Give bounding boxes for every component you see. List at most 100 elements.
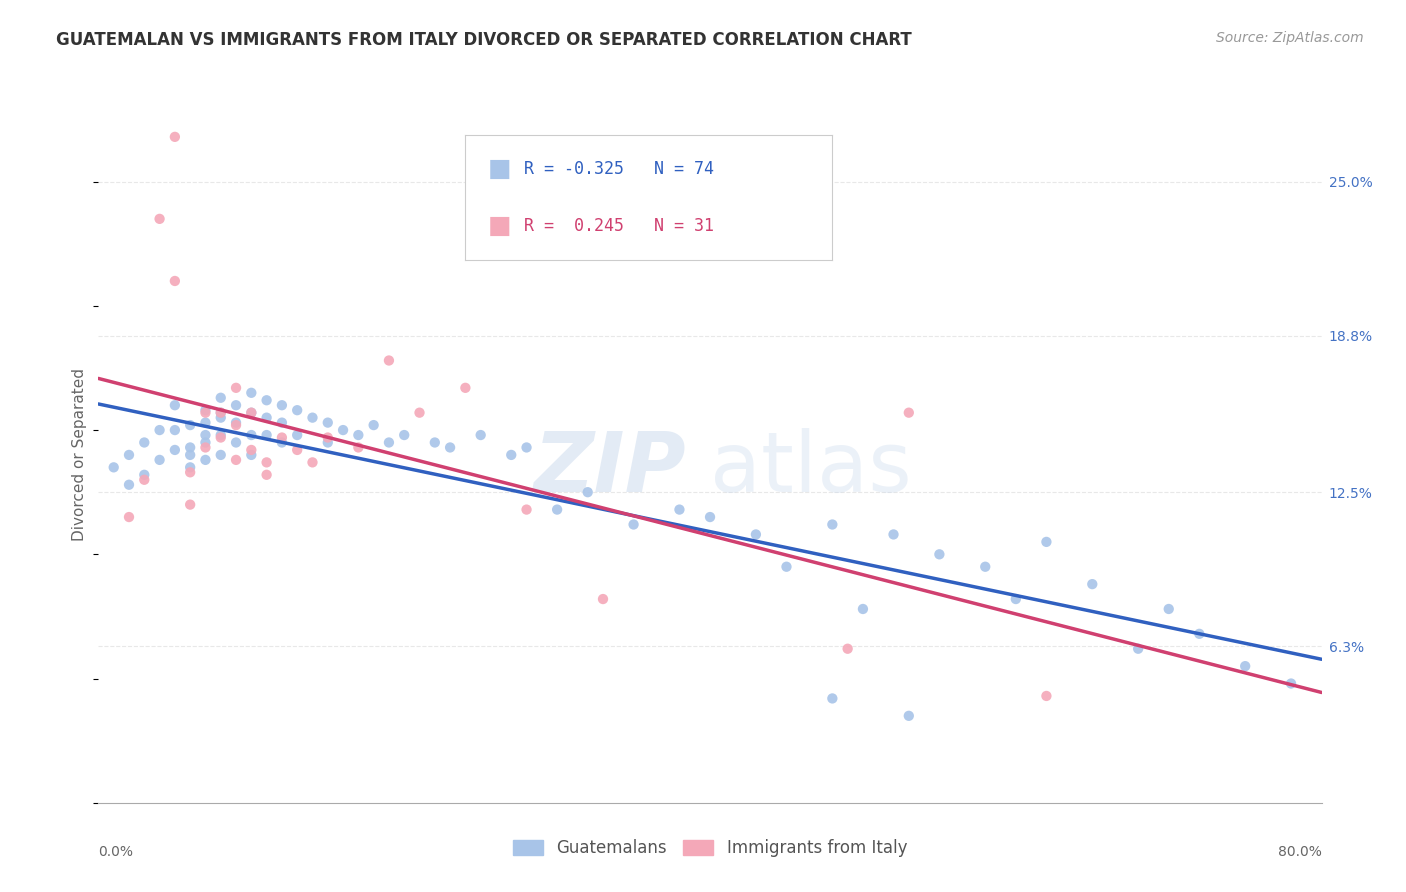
Point — [316, 435, 339, 450]
Point — [179, 418, 201, 433]
Point — [149, 423, 172, 437]
Point — [179, 498, 201, 512]
Point — [270, 416, 292, 430]
Point — [439, 441, 461, 455]
Point — [897, 708, 920, 723]
Point — [623, 517, 645, 532]
Point — [149, 453, 172, 467]
Legend: Guatemalans, Immigrants from Italy: Guatemalans, Immigrants from Italy — [506, 833, 914, 864]
Point — [240, 406, 263, 420]
Point — [516, 441, 538, 455]
Point — [134, 467, 156, 482]
Point — [332, 423, 354, 437]
Point — [209, 406, 232, 420]
Point — [209, 410, 232, 425]
Point — [118, 448, 141, 462]
Point — [118, 477, 141, 491]
Point — [163, 274, 186, 288]
Point — [270, 431, 292, 445]
Point — [301, 410, 323, 425]
Point — [821, 691, 844, 706]
Point — [270, 398, 292, 412]
Point — [118, 510, 141, 524]
Point — [256, 428, 278, 442]
Point — [194, 428, 217, 442]
Point — [270, 435, 292, 450]
Point — [347, 428, 370, 442]
Point — [285, 403, 308, 417]
Point — [194, 406, 217, 420]
Point — [179, 441, 201, 455]
Point — [256, 410, 278, 425]
Point — [454, 381, 477, 395]
Point — [378, 353, 401, 368]
Point — [408, 406, 430, 420]
Y-axis label: Divorced or Separated: Divorced or Separated — [72, 368, 87, 541]
Point — [592, 592, 614, 607]
Point — [316, 416, 339, 430]
Point — [301, 455, 323, 469]
Text: 0.0%: 0.0% — [98, 845, 134, 858]
Point — [928, 547, 950, 561]
Point — [240, 442, 263, 457]
Point — [163, 129, 186, 144]
Point — [179, 466, 201, 480]
Point — [240, 448, 263, 462]
Point — [1035, 689, 1057, 703]
Point — [516, 502, 538, 516]
Point — [209, 431, 232, 445]
Point — [163, 423, 186, 437]
Point — [194, 441, 217, 455]
Point — [363, 418, 385, 433]
Point — [316, 431, 339, 445]
Point — [209, 391, 232, 405]
Point — [194, 403, 217, 417]
Point — [134, 435, 156, 450]
Point — [1234, 659, 1257, 673]
Point — [256, 467, 278, 482]
Point — [225, 435, 247, 450]
Point — [163, 398, 186, 412]
Point — [852, 602, 875, 616]
Point — [1081, 577, 1104, 591]
Point — [1128, 641, 1150, 656]
Text: Source: ZipAtlas.com: Source: ZipAtlas.com — [1216, 31, 1364, 45]
Point — [179, 460, 201, 475]
Point — [1188, 627, 1211, 641]
Point — [392, 428, 416, 442]
Point — [883, 527, 905, 541]
Point — [149, 211, 172, 226]
Point — [546, 502, 568, 516]
Point — [240, 406, 263, 420]
Point — [1157, 602, 1180, 616]
Point — [225, 381, 247, 395]
Point — [347, 441, 370, 455]
Point — [225, 418, 247, 433]
Point — [163, 442, 186, 457]
Point — [821, 517, 844, 532]
Point — [194, 416, 217, 430]
Point — [699, 510, 721, 524]
Point — [134, 473, 156, 487]
Point — [209, 406, 232, 420]
Point — [745, 527, 768, 541]
Point — [1035, 535, 1057, 549]
Point — [240, 385, 263, 400]
Point — [576, 485, 599, 500]
Point — [668, 502, 690, 516]
Text: ZIP: ZIP — [533, 428, 686, 509]
Point — [240, 428, 263, 442]
Point — [256, 393, 278, 408]
Point — [470, 428, 492, 442]
Text: GUATEMALAN VS IMMIGRANTS FROM ITALY DIVORCED OR SEPARATED CORRELATION CHART: GUATEMALAN VS IMMIGRANTS FROM ITALY DIVO… — [56, 31, 912, 49]
Point — [225, 416, 247, 430]
Point — [285, 442, 308, 457]
Point — [194, 453, 217, 467]
Point — [179, 448, 201, 462]
Point — [225, 398, 247, 412]
Point — [285, 428, 308, 442]
Point — [256, 455, 278, 469]
Point — [837, 641, 859, 656]
Text: atlas: atlas — [710, 428, 911, 509]
Point — [897, 406, 920, 420]
